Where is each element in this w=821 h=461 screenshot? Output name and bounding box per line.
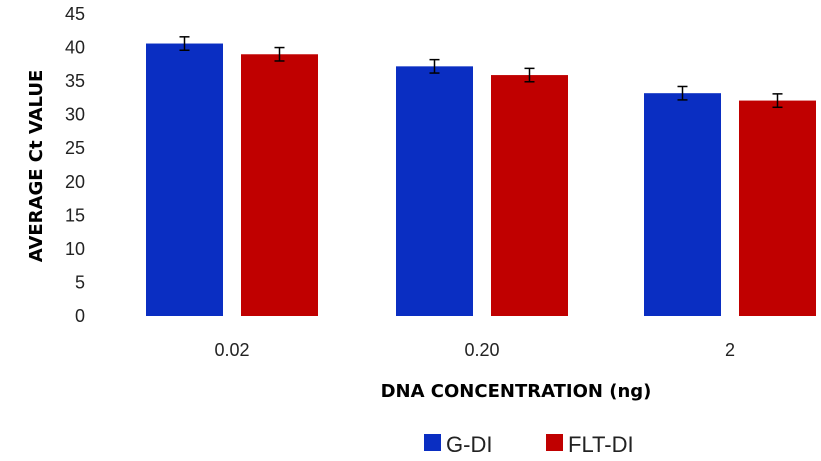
bar-g-di-2 <box>644 93 721 317</box>
y-tick-label: 20 <box>65 172 85 192</box>
x-axis-title: DNA CONCENTRATION (ng) <box>381 381 652 402</box>
legend-label: FLT-DI <box>568 432 634 457</box>
bar-g-di-0 <box>146 43 223 316</box>
legend-swatch <box>424 434 441 451</box>
y-tick-label: 25 <box>65 138 85 158</box>
x-tick-label: 0.02 <box>214 340 249 360</box>
bars <box>146 43 816 317</box>
x-tick-label: 2 <box>725 340 735 360</box>
bar-flt-di-1 <box>491 75 568 317</box>
y-tick-label: 0 <box>75 306 85 326</box>
error-bar <box>524 67 535 83</box>
error-bar <box>677 85 688 101</box>
y-tick-label: 40 <box>65 38 85 58</box>
error-bar <box>274 46 285 62</box>
error-bars <box>179 36 783 109</box>
y-axis-ticks: 0 5 10 15 20 25 30 35 40 45 <box>65 4 85 326</box>
y-tick-label: 45 <box>65 4 85 24</box>
x-axis-ticks: 0.02 0.20 2 <box>214 340 735 360</box>
legend-item-flt-di: FLT-DI <box>546 432 634 457</box>
legend-swatch <box>546 434 563 451</box>
error-bar <box>179 36 190 51</box>
bar-flt-di-0 <box>241 54 318 317</box>
legend-item-g-di: G-DI <box>424 432 492 457</box>
y-axis-title: AVERAGE Ct VALUE <box>26 70 47 263</box>
legend-label: G-DI <box>446 432 492 457</box>
bar-g-di-1 <box>396 66 473 316</box>
y-tick-label: 30 <box>65 105 85 125</box>
y-tick-label: 10 <box>65 239 85 259</box>
error-bar <box>429 58 440 74</box>
bar-flt-di-2 <box>739 100 816 316</box>
error-bar <box>772 93 783 109</box>
legend: G-DI FLT-DI <box>424 432 634 457</box>
y-tick-label: 15 <box>65 205 85 225</box>
y-tick-label: 5 <box>75 272 85 292</box>
y-tick-label: 35 <box>65 71 85 91</box>
x-tick-label: 0.20 <box>464 340 499 360</box>
